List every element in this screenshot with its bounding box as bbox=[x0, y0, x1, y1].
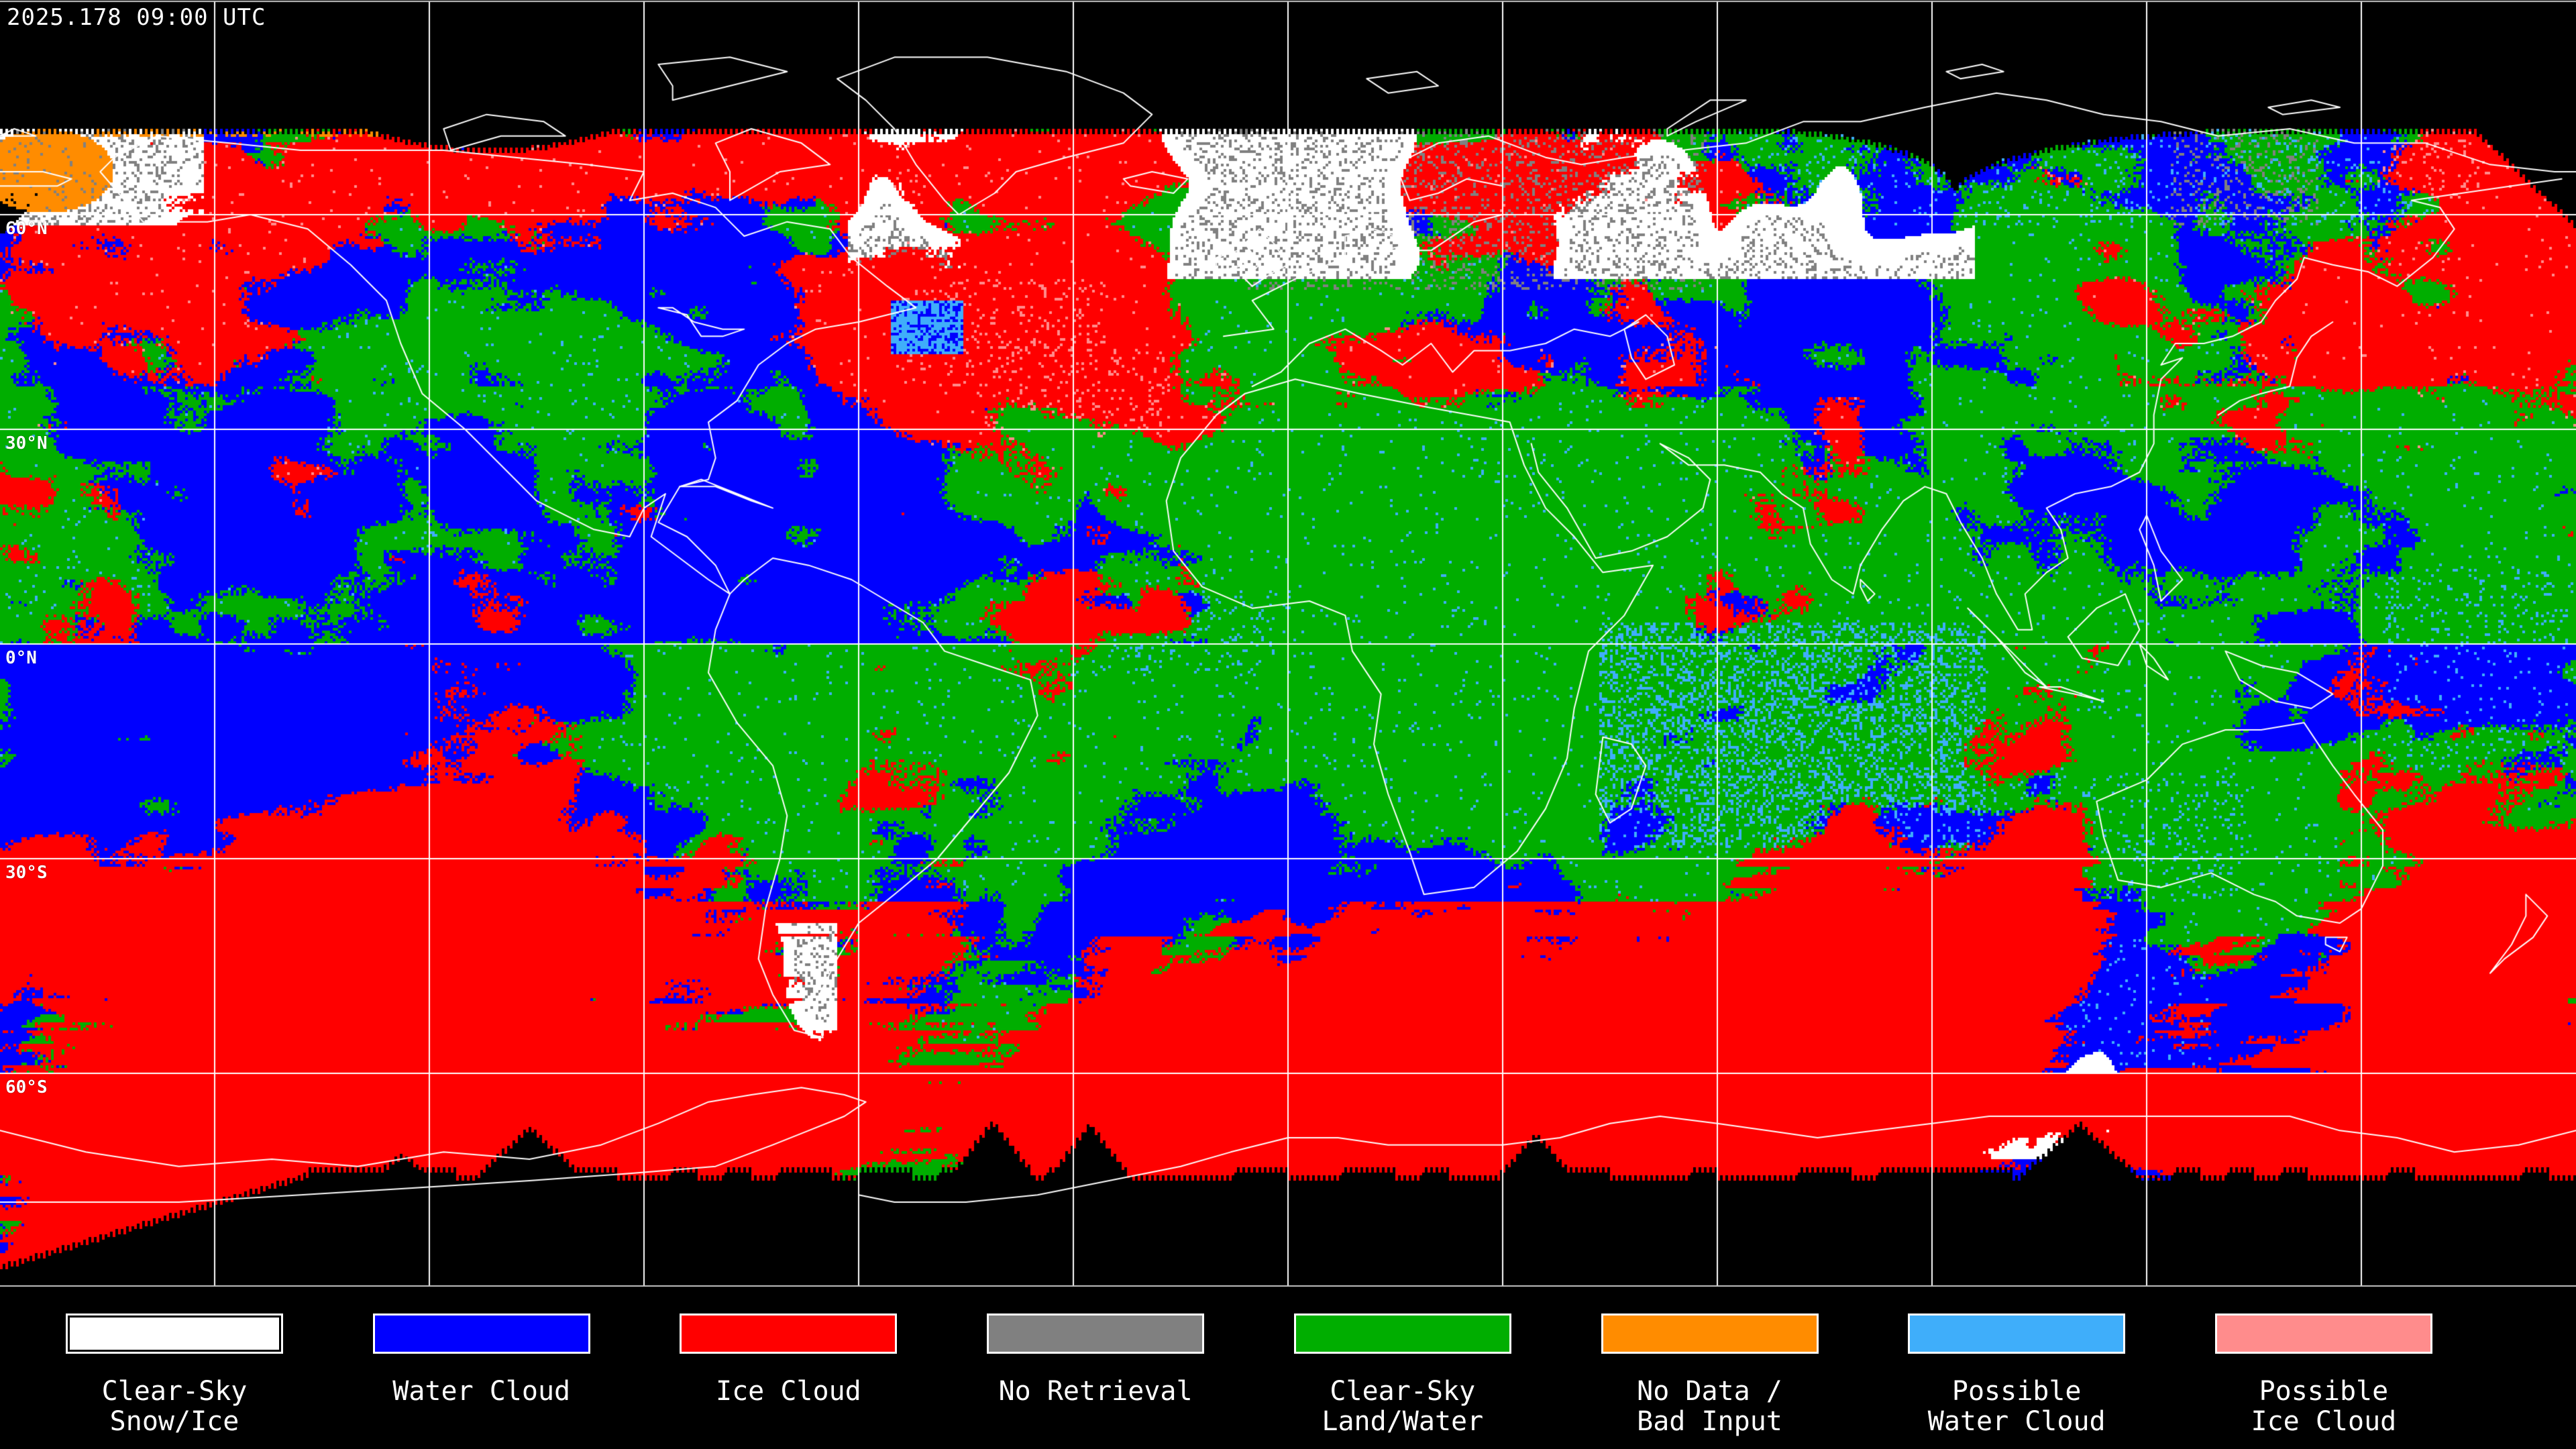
legend-label-line: No Data / bbox=[1637, 1376, 1782, 1407]
legend-swatch-no-data-bad-input bbox=[1601, 1313, 1819, 1354]
latitude-label: 0°N bbox=[5, 648, 37, 668]
legend-item-clear-sky-snow-ice: Clear-Sky Snow/Ice bbox=[21, 1288, 328, 1449]
legend-swatch-clear-sky-land-water bbox=[1293, 1313, 1511, 1354]
legend-label-line: Bad Input bbox=[1637, 1406, 1782, 1437]
legend-label: Water Cloud bbox=[328, 1377, 635, 1437]
legend-label: Clear-Sky Snow/Ice bbox=[21, 1377, 328, 1437]
legend-item-water-cloud: Water Cloud bbox=[328, 1288, 635, 1449]
legend-label-line: Clear-Sky bbox=[1330, 1376, 1476, 1407]
legend-label-line bbox=[635, 1407, 942, 1437]
legend-label: No Data / Bad Input bbox=[1556, 1377, 1864, 1437]
legend-label-line bbox=[942, 1407, 1249, 1437]
legend-item-no-data-bad-input: No Data / Bad Input bbox=[1556, 1288, 1864, 1449]
legend-swatch-water-cloud bbox=[372, 1313, 590, 1354]
legend-swatch-possible-water-cloud bbox=[1908, 1313, 2126, 1354]
latitude-label: 30°N bbox=[5, 433, 48, 453]
legend-swatch-possible-ice-cloud bbox=[2214, 1313, 2432, 1354]
latitude-label: 30°S bbox=[5, 863, 48, 883]
legend-label: Ice Cloud bbox=[635, 1377, 942, 1437]
legend: Clear-Sky Snow/Ice Water Cloud Ice Cloud… bbox=[0, 1288, 2576, 1449]
legend-label-line: Clear-Sky bbox=[101, 1376, 248, 1407]
latitude-label: 60°N bbox=[5, 219, 48, 239]
legend-item-clear-sky-land-water: Clear-Sky Land/Water bbox=[1249, 1288, 1556, 1449]
legend-label-line bbox=[328, 1407, 635, 1437]
legend-item-ice-cloud: Ice Cloud bbox=[635, 1288, 942, 1449]
legend-label: No Retrieval bbox=[942, 1377, 1249, 1437]
legend-label: Possible Water Cloud bbox=[1863, 1377, 2170, 1437]
legend-item-possible-water-cloud: Possible Water Cloud bbox=[1863, 1288, 2170, 1449]
legend-label-line: Land/Water bbox=[1322, 1406, 1484, 1437]
legend-swatch-ice-cloud bbox=[680, 1313, 898, 1354]
world-map: 2025.178 09:00 UTC 60°N 30°N 0°N 30°S 60°S bbox=[0, 0, 2576, 1288]
cloud-phase-map-canvas bbox=[0, 0, 2576, 1288]
latitude-label: 60°S bbox=[5, 1077, 48, 1097]
legend-label-line: Ice Cloud bbox=[716, 1376, 861, 1407]
legend-item-possible-ice-cloud: Possible Ice Cloud bbox=[2170, 1288, 2477, 1449]
legend-label-line: Water Cloud bbox=[392, 1376, 571, 1407]
legend-label: Clear-Sky Land/Water bbox=[1249, 1377, 1556, 1437]
legend-label-line: Possible bbox=[2259, 1376, 2389, 1407]
legend-label: Possible Ice Cloud bbox=[2170, 1377, 2477, 1437]
legend-label-line: Snow/Ice bbox=[109, 1406, 239, 1437]
legend-label-line: Water Cloud bbox=[1927, 1406, 2106, 1437]
legend-item-no-retrieval: No Retrieval bbox=[942, 1288, 1249, 1449]
timestamp-label: 2025.178 09:00 UTC bbox=[7, 4, 266, 31]
legend-label-line: Possible bbox=[1951, 1376, 2082, 1407]
legend-swatch-no-retrieval bbox=[987, 1313, 1205, 1354]
legend-label-line: No Retrieval bbox=[998, 1376, 1193, 1407]
legend-swatch-clear-sky-snow-ice bbox=[66, 1313, 283, 1354]
legend-label-line: Ice Cloud bbox=[2251, 1406, 2397, 1437]
